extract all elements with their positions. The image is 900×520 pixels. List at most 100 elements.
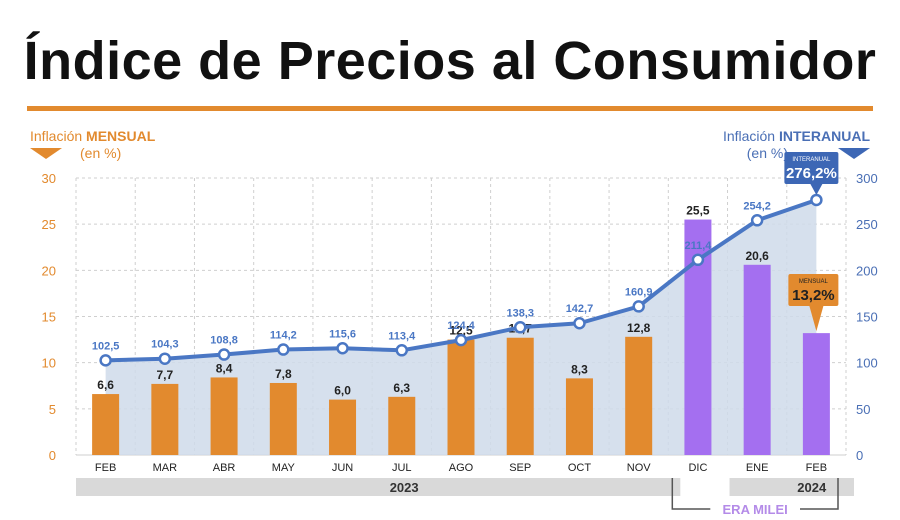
x-tick-label: NOV (627, 462, 652, 474)
title-underline (27, 106, 873, 111)
x-tick-label: ABR (213, 462, 236, 474)
annual-value-label: 113,4 (388, 330, 416, 342)
annual-point (632, 300, 645, 313)
bar-monthly (388, 396, 416, 455)
legend-annual-prefix: Inflación (722, 128, 779, 144)
bar-monthly (329, 399, 357, 455)
year-band-2024 (729, 478, 854, 496)
y-right-tick-label: 50 (856, 402, 870, 417)
x-tick-label: DIC (688, 462, 707, 474)
annual-value-label: 124,4 (447, 320, 475, 332)
triangle-down-orange-icon (30, 148, 62, 159)
annual-point (336, 342, 349, 355)
legend-annual-unit: (en %) (746, 145, 788, 161)
x-tick-label: AGO (449, 462, 474, 474)
era-bracket-left (671, 478, 711, 510)
bar-monthly (625, 336, 653, 455)
bar-value-label: 8,4 (216, 361, 233, 375)
y-right-tick-label: 200 (856, 263, 878, 278)
legend-annual-emphasis: INTERANUAL (779, 128, 870, 144)
year-band-2023 (76, 478, 681, 496)
bar-value-label: 6,6 (97, 378, 114, 392)
y-left-tick-label: 5 (49, 402, 56, 417)
legend-monthly-prefix: Inflación (30, 128, 87, 144)
x-tick-label: FEB (806, 462, 827, 474)
bar-value-label: 25,5 (686, 204, 710, 218)
bar-monthly (506, 337, 534, 455)
x-tick-label: JUL (392, 462, 412, 474)
callout-monthly-small: MENSUAL (799, 279, 829, 285)
callout-monthly-value: 13,2% (792, 287, 835, 304)
era-milei-label: ERA MILEI (723, 502, 788, 517)
x-tick-label: MAY (272, 462, 296, 474)
annual-point (99, 354, 112, 367)
annual-value-label: 142,7 (566, 303, 594, 315)
annual-value-label: 108,8 (210, 335, 238, 347)
bar-value-label: 8,3 (571, 362, 588, 376)
bar-value-label: 12,5 (449, 324, 473, 338)
annual-point (395, 344, 409, 357)
annual-value-label: 160,9 (625, 286, 653, 298)
annual-point (810, 193, 823, 207)
callout-annual-pointer (810, 184, 823, 195)
annual-point (158, 352, 172, 365)
bar-monthly (269, 382, 297, 455)
annual-point (573, 316, 586, 330)
annual-value-label: 211,4 (684, 240, 712, 252)
callout-monthly-pointer (809, 306, 824, 332)
y-left-tick-label: 25 (42, 217, 56, 232)
bar-value-label: 6,0 (334, 384, 351, 398)
y-left-tick-label: 0 (49, 448, 56, 463)
annual-point (277, 343, 290, 356)
page-title: Índice de Precios al Consumidor (23, 31, 877, 91)
y-left-tick-label: 20 (42, 263, 56, 278)
annual-point (750, 214, 764, 227)
bar-monthly (447, 339, 475, 455)
y-right-tick-label: 0 (856, 448, 863, 463)
triangle-down-blue-icon (838, 148, 870, 159)
bar-value-label: 12,8 (627, 321, 651, 335)
annual-point (513, 321, 527, 334)
bar-value-label: 7,8 (275, 367, 292, 381)
callout-annual-small: INTERANUAL (792, 157, 831, 163)
x-tick-label: JUN (332, 462, 353, 474)
annual-point (217, 348, 231, 361)
callout-monthly-box (788, 274, 839, 306)
annual-value-label: 104,3 (151, 339, 179, 351)
legend-annual: Inflación INTERANUAL (en %) (723, 128, 870, 162)
legend-monthly-emphasis: MENSUAL (86, 128, 156, 144)
annual-value-label: 114,2 (270, 330, 297, 342)
annual-point (454, 333, 468, 347)
y-left-tick-label: 10 (42, 356, 56, 371)
era-bracket-right (800, 478, 839, 510)
bar-monthly (565, 378, 593, 455)
bar-value-label: 7,7 (157, 368, 174, 382)
callout-annual-box (784, 152, 839, 184)
legend-monthly-unit: (en %) (80, 145, 122, 161)
y-right-tick-label: 250 (856, 217, 878, 232)
year-label-2023: 2023 (390, 480, 419, 495)
year-label-2024: 2024 (797, 480, 827, 495)
annual-point (691, 253, 705, 267)
bar-value-label: 6,3 (393, 381, 410, 395)
bar-monthly (151, 383, 179, 455)
y-right-tick-label: 100 (856, 356, 878, 371)
x-tick-label: SEP (509, 462, 531, 474)
annual-value-label: 138,3 (506, 307, 534, 319)
bar-monthly (743, 264, 771, 455)
bar-monthly (92, 394, 120, 455)
bar-value-label: 20,6 (745, 249, 769, 263)
annual-value-label: 115,6 (329, 328, 356, 340)
x-tick-label: OCT (568, 462, 592, 474)
y-left-tick-label: 15 (42, 310, 56, 325)
annual-value-label: 254,2 (743, 200, 771, 212)
y-left-tick-label: 30 (42, 171, 56, 186)
bar-monthly (210, 377, 238, 455)
bar-monthly (802, 333, 830, 455)
y-right-tick-label: 300 (856, 171, 878, 186)
y-right-tick-label: 150 (856, 310, 878, 325)
callout-annual-value: 276,2% (786, 165, 837, 182)
annual-value-label: 102,5 (92, 340, 120, 352)
x-tick-label: ENE (746, 462, 769, 474)
